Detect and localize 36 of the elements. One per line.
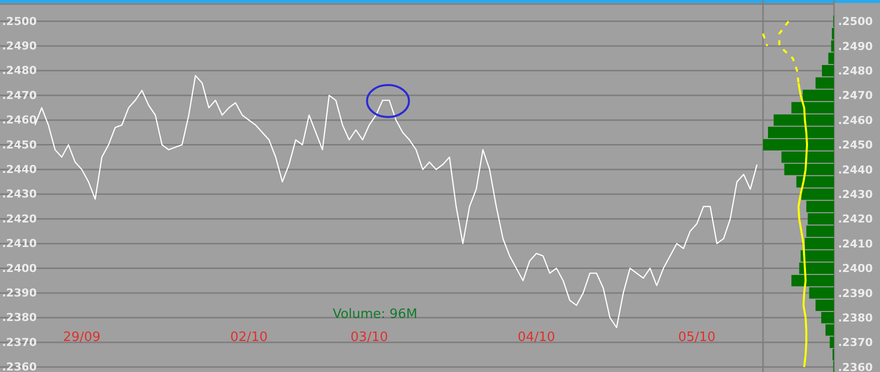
y-tick-label: .2490 [2, 40, 38, 53]
y-tick-label: .2430 [2, 188, 38, 201]
y-tick-label: .2450 [2, 138, 38, 152]
y-tick-label: .2470 [838, 89, 874, 102]
y-tick-label: .2480 [2, 64, 38, 78]
y-tick-label: .2380 [2, 311, 38, 324]
y-tick-label: .2440 [2, 162, 38, 176]
y-tick-label: .2430 [838, 188, 874, 202]
y-tick-label: .2410 [838, 237, 874, 250]
y-tick-label: .2460 [838, 114, 874, 127]
x-tick-label: 02/10 [230, 330, 268, 346]
y-tick-label: .2400 [2, 262, 38, 275]
y-tick-label: .2500 [838, 15, 874, 28]
y-tick-label: .2390 [838, 286, 874, 300]
x-tick-label: 03/10 [350, 330, 388, 346]
x-tick-label: 04/10 [518, 330, 556, 346]
y-tick-label: .2500 [2, 14, 38, 28]
y-tick-label: .2390 [2, 286, 38, 300]
y-tick-label: .2460 [2, 114, 38, 127]
y-tick-label: .2450 [838, 138, 874, 152]
y-tick-label: .2370 [838, 336, 874, 350]
y-tick-label: .2480 [838, 64, 874, 78]
y-tick-label: .2490 [838, 40, 874, 53]
y-tick-label: .2410 [2, 237, 38, 250]
x-tick-label: 05/10 [678, 330, 716, 346]
y-tick-label: .2380 [838, 312, 874, 325]
x-tick-label: 29/09 [63, 330, 101, 346]
y-tick-label: .2440 [838, 163, 874, 176]
y-tick-label: .2360 [2, 360, 38, 372]
y-tick-label: .2370 [2, 336, 38, 349]
y-tick-label: .2470 [2, 88, 38, 102]
y-tick-label: .2360 [838, 360, 874, 372]
annotation: Volume: 96M [332, 307, 418, 322]
y-tick-label: .2420 [838, 212, 874, 226]
y-tick-label: .2400 [838, 262, 874, 276]
y-tick-label: .2420 [2, 212, 38, 226]
